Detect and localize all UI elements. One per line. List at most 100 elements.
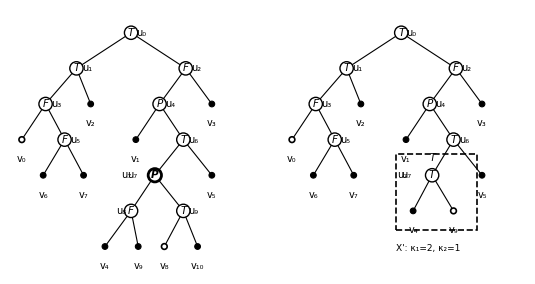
Text: F: F [128, 206, 134, 216]
Text: u₀: u₀ [407, 28, 417, 38]
Text: v₉: v₉ [133, 261, 143, 271]
Circle shape [351, 172, 357, 178]
Text: v₈: v₈ [159, 261, 169, 271]
Text: u₈: u₈ [116, 206, 126, 216]
Text: u₃: u₃ [321, 99, 331, 109]
Circle shape [19, 137, 25, 143]
Text: F: F [62, 135, 67, 145]
Circle shape [358, 101, 364, 107]
Text: u₇: u₇ [121, 170, 131, 180]
Text: v₀: v₀ [17, 154, 27, 164]
Circle shape [39, 97, 52, 111]
Text: u₇: u₇ [401, 170, 411, 180]
Circle shape [177, 204, 190, 218]
Text: v₅: v₅ [477, 189, 487, 199]
Circle shape [58, 133, 71, 146]
Text: T: T [128, 28, 134, 38]
Text: v₆: v₆ [39, 189, 48, 199]
Text: T: T [180, 206, 187, 216]
Circle shape [403, 137, 409, 143]
Text: u₄: u₄ [165, 99, 175, 109]
Text: v₁: v₁ [131, 154, 141, 164]
Text: (a): (a) [121, 283, 141, 284]
Text: u₅: u₅ [340, 135, 350, 145]
Text: v₂: v₂ [86, 118, 96, 128]
Text: T: T [429, 153, 435, 163]
Text: F: F [43, 99, 49, 109]
Circle shape [328, 133, 341, 146]
Text: F: F [332, 135, 338, 145]
Text: T: T [398, 28, 404, 38]
Circle shape [88, 101, 94, 107]
Text: v₀: v₀ [287, 154, 297, 164]
Circle shape [102, 244, 108, 249]
Circle shape [81, 172, 87, 178]
Text: v₆: v₆ [309, 189, 318, 199]
Text: u₄: u₄ [435, 99, 445, 109]
Text: X': κ₁=2, κ₂=1: X': κ₁=2, κ₂=1 [396, 244, 461, 253]
Text: F: F [313, 99, 319, 109]
Text: v₃: v₃ [477, 118, 487, 128]
Text: v₁₀: v₁₀ [191, 261, 204, 271]
Circle shape [148, 169, 162, 182]
Text: u₅: u₅ [70, 135, 80, 145]
Text: v₇: v₇ [79, 189, 88, 199]
Text: u₃: u₃ [51, 99, 61, 109]
Text: T: T [343, 63, 350, 73]
Text: v₁: v₁ [401, 154, 411, 164]
Circle shape [449, 62, 463, 75]
Text: v₄: v₄ [100, 261, 110, 271]
Circle shape [395, 26, 408, 39]
Circle shape [447, 133, 460, 146]
Circle shape [310, 172, 316, 178]
Circle shape [479, 101, 485, 107]
Circle shape [340, 62, 353, 75]
Text: F: F [453, 63, 459, 73]
Circle shape [125, 204, 137, 218]
Text: u₂: u₂ [461, 63, 471, 73]
Text: v₂: v₂ [356, 118, 366, 128]
Text: F: F [183, 63, 189, 73]
Circle shape [195, 244, 201, 249]
Circle shape [162, 244, 167, 249]
Text: v₃: v₃ [207, 118, 217, 128]
Circle shape [410, 208, 416, 214]
Text: u₀: u₀ [136, 28, 147, 38]
Circle shape [177, 133, 190, 146]
Circle shape [135, 244, 141, 249]
Circle shape [289, 137, 295, 143]
Circle shape [423, 97, 437, 111]
Text: T: T [180, 135, 187, 145]
Circle shape [450, 208, 456, 214]
Circle shape [209, 101, 215, 107]
Text: v₇: v₇ [349, 189, 358, 199]
Text: u₆: u₆ [458, 135, 469, 145]
Circle shape [40, 172, 46, 178]
Text: P: P [156, 99, 163, 109]
Text: (b): (b) [392, 283, 411, 284]
Text: u₆: u₆ [188, 135, 198, 145]
Text: v₄: v₄ [408, 225, 418, 235]
Text: u₁: u₁ [352, 63, 362, 73]
Text: u₇: u₇ [397, 170, 407, 180]
Text: u₉: u₉ [188, 206, 198, 216]
Circle shape [479, 172, 485, 178]
Text: P: P [151, 170, 159, 180]
Circle shape [70, 62, 83, 75]
Circle shape [309, 97, 323, 111]
Text: v₉: v₉ [449, 225, 458, 235]
Circle shape [125, 26, 137, 39]
Text: T: T [73, 63, 80, 73]
Circle shape [179, 62, 193, 75]
Circle shape [425, 169, 439, 182]
Text: u₇: u₇ [127, 170, 137, 180]
Text: T: T [450, 135, 457, 145]
Circle shape [153, 97, 166, 111]
Text: v₅: v₅ [207, 189, 217, 199]
Circle shape [209, 172, 215, 178]
Text: u₂: u₂ [191, 63, 201, 73]
Text: P: P [426, 99, 433, 109]
Circle shape [133, 137, 139, 143]
Text: u₁: u₁ [82, 63, 92, 73]
Text: T: T [429, 170, 435, 180]
